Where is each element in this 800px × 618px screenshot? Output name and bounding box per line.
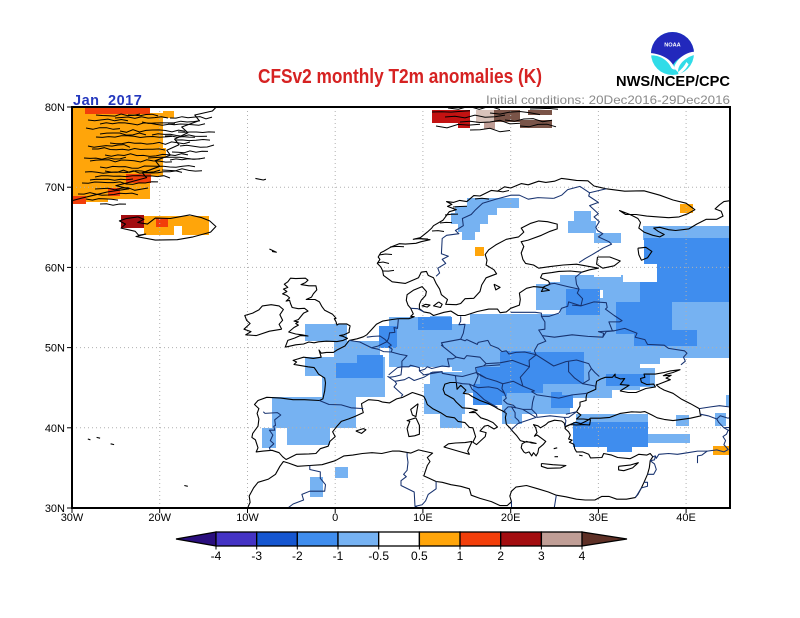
svg-text:NWS/NCEP/CPC: NWS/NCEP/CPC bbox=[616, 73, 730, 90]
svg-text:30N: 30N bbox=[45, 503, 65, 515]
svg-text:40N: 40N bbox=[45, 423, 65, 435]
svg-text:30E: 30E bbox=[589, 512, 609, 524]
svg-text:Initial conditions: 20Dec2016-: Initial conditions: 20Dec2016-29Dec2016 bbox=[486, 93, 730, 107]
svg-text:60N: 60N bbox=[45, 262, 65, 274]
svg-text:20W: 20W bbox=[148, 512, 171, 524]
svg-text:30W: 30W bbox=[61, 512, 84, 524]
svg-text:0.5: 0.5 bbox=[411, 549, 428, 563]
svg-text:1: 1 bbox=[457, 549, 464, 563]
svg-text:Jan 2017: Jan 2017 bbox=[73, 93, 142, 109]
svg-text:10E: 10E bbox=[413, 512, 433, 524]
svg-text:80N: 80N bbox=[45, 102, 65, 114]
svg-text:3: 3 bbox=[538, 549, 545, 563]
svg-text:50N: 50N bbox=[45, 343, 65, 355]
svg-text:-3: -3 bbox=[251, 549, 262, 563]
svg-text:CFSv2 monthly T2m anomalies (K: CFSv2 monthly T2m anomalies (K) bbox=[258, 66, 542, 88]
svg-text:4: 4 bbox=[579, 549, 586, 563]
svg-text:40E: 40E bbox=[676, 512, 696, 524]
svg-text:0: 0 bbox=[332, 512, 338, 524]
svg-text:-1: -1 bbox=[333, 549, 344, 563]
svg-text:2: 2 bbox=[497, 549, 504, 563]
svg-text:20E: 20E bbox=[501, 512, 521, 524]
svg-text:NOAA: NOAA bbox=[664, 43, 680, 49]
svg-text:-4: -4 bbox=[211, 549, 222, 563]
svg-text:10W: 10W bbox=[236, 512, 259, 524]
svg-text:70N: 70N bbox=[45, 182, 65, 194]
svg-text:-2: -2 bbox=[292, 549, 303, 563]
svg-text:-0.5: -0.5 bbox=[368, 549, 389, 563]
